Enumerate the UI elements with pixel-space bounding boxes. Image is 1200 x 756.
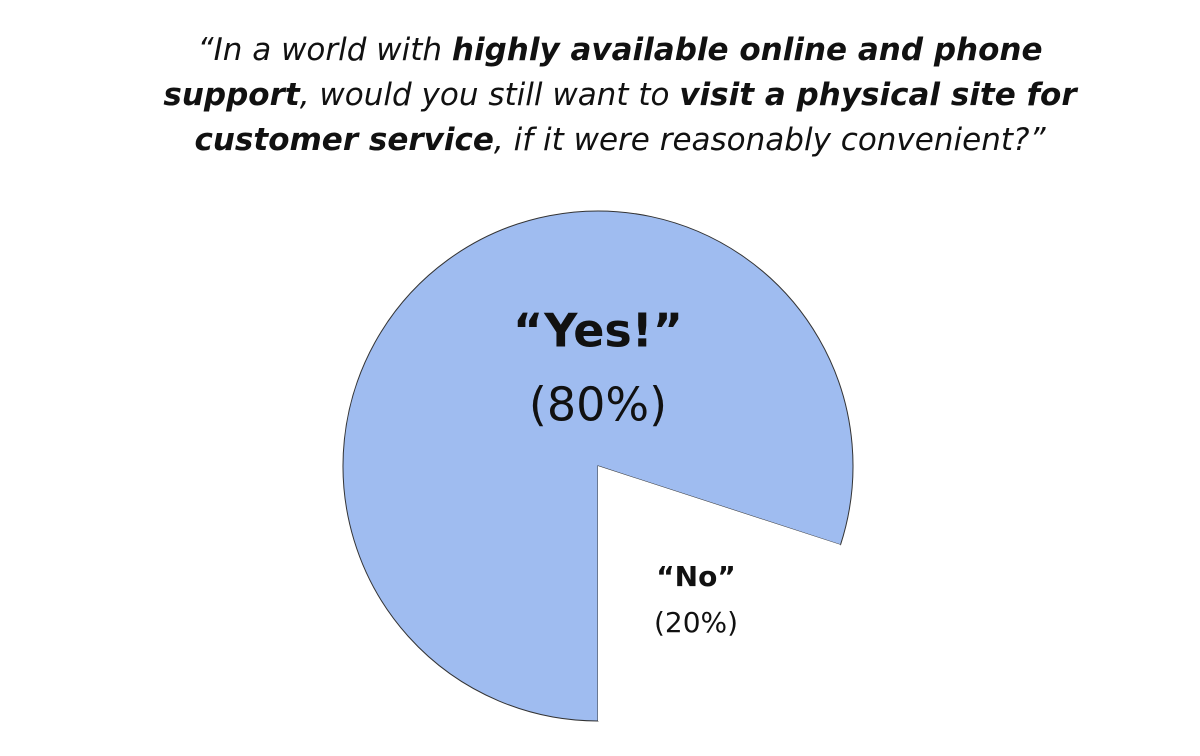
slice-label: “Yes!” [513,304,683,358]
slice-label: “No” [656,560,735,593]
pie-slice [598,466,841,721]
chart-title: “In a world with highly available online… [120,28,1120,163]
value-label: (80%) [529,378,667,432]
title-run: , would you still want to [299,77,680,113]
title-run: visit a physical site for [679,77,1077,113]
title-run: , if it were reasonably convenient?” [493,122,1046,158]
title-run: highly available online and phone [451,32,1043,68]
pie-slice [342,210,854,722]
title-run: support [163,77,300,113]
value-label: (20%) [654,606,738,639]
title-run: customer service [194,122,494,158]
title-run: “In a world with [197,32,452,68]
